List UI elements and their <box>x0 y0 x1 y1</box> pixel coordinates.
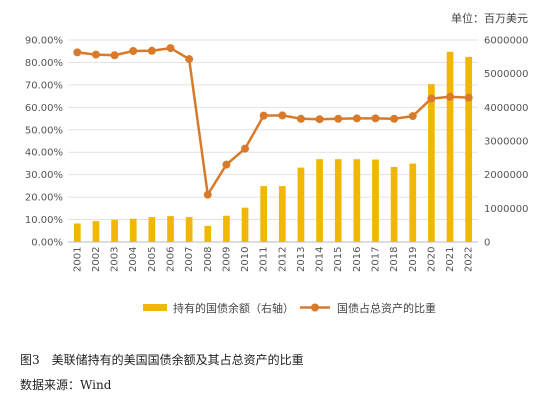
line-point <box>259 111 268 120</box>
bar <box>297 167 305 242</box>
bar <box>148 217 156 242</box>
right-tick-label: 3000000 <box>484 137 529 148</box>
x-tick-label: 2018 <box>389 247 400 272</box>
line-point <box>446 92 455 101</box>
x-axis: 2001 2002 2003 2004 2005 2006 2007 2008 2009 2010… <box>68 241 478 272</box>
left-tick-label: 0.00% <box>31 238 63 249</box>
line-point <box>185 55 194 64</box>
gridlines <box>68 39 478 243</box>
x-tick-label: 2013 <box>296 247 307 272</box>
left-tick-label: 30.00% <box>25 170 63 181</box>
figure-caption: 图3 美联储持有的美国国债余额及其占总资产的比重 <box>20 353 304 367</box>
line-point <box>203 190 212 199</box>
legend-line-label: 国债占总资产的比重 <box>337 301 436 315</box>
x-tick-label: 2001 <box>72 247 83 272</box>
bar <box>334 159 342 242</box>
line-point <box>408 112 417 121</box>
bar <box>92 221 100 242</box>
bar <box>260 186 268 242</box>
bar <box>278 186 286 242</box>
line-point <box>110 51 119 60</box>
x-tick-label: 2006 <box>166 247 177 272</box>
line-point <box>278 111 287 120</box>
line-series <box>73 44 473 199</box>
bar <box>372 159 379 242</box>
right-tick-label: 2000000 <box>484 170 529 181</box>
bar <box>409 163 417 242</box>
bar <box>316 159 323 242</box>
bar <box>129 218 137 242</box>
bar <box>241 207 249 242</box>
left-tick-label: 70.00% <box>25 80 63 91</box>
right-y-axis: 0 1000000 2000000 3000000 4000000 5000000 6000… <box>484 36 529 249</box>
legend: 持有的国债余额（右轴） 国债占总资产的比重 <box>143 301 436 315</box>
line-point <box>91 50 100 59</box>
data-source: 数据来源：Wind <box>20 378 112 392</box>
line-point <box>147 46 156 55</box>
left-tick-label: 90.00% <box>25 36 63 47</box>
bar <box>353 159 361 242</box>
legend-line-marker <box>311 303 319 312</box>
x-tick-label: 2021 <box>445 247 456 272</box>
right-tick-label: 4000000 <box>484 103 529 114</box>
legend-bar-label: 持有的国债余额（右轴） <box>173 301 294 315</box>
line-point <box>129 46 138 55</box>
right-tick-label: 1000000 <box>484 204 529 215</box>
bar <box>73 223 81 242</box>
line-point <box>241 144 250 153</box>
bar <box>223 215 230 242</box>
x-tick-label: 2010 <box>240 247 251 272</box>
line-point <box>296 114 305 123</box>
x-tick-label: 2019 <box>408 247 419 272</box>
line-point <box>390 114 399 123</box>
x-tick-label: 2007 <box>184 247 195 272</box>
right-tick-label: 0 <box>484 238 490 249</box>
bar <box>204 225 212 242</box>
x-tick-label: 2017 <box>371 247 382 272</box>
left-tick-label: 20.00% <box>25 193 63 204</box>
line-point <box>73 48 82 57</box>
bar <box>167 216 174 242</box>
left-y-axis: 0.00% 10.00% 20.00% 30.00% 40.00% 50.00% 60.00… <box>25 36 63 249</box>
x-tick-label: 2020 <box>426 247 437 272</box>
chart: 0.00% 10.00% 20.00% 30.00% 40.00% 50.00% 60.00… <box>25 36 529 316</box>
x-tick-label: 2022 <box>464 247 475 272</box>
left-tick-label: 60.00% <box>25 103 63 114</box>
line-point <box>427 94 436 103</box>
line-point <box>464 93 473 102</box>
right-tick-label: 5000000 <box>484 69 529 80</box>
line-point <box>222 160 231 169</box>
x-tick-label: 2016 <box>352 247 363 272</box>
bar <box>446 51 454 243</box>
x-tick-label: 2012 <box>277 247 288 272</box>
x-tick-label: 2014 <box>315 247 326 272</box>
left-tick-label: 80.00% <box>25 58 63 69</box>
x-tick-label: 2003 <box>110 247 121 272</box>
unit-label: 单位：百万美元 <box>451 12 528 25</box>
line-point <box>352 114 361 123</box>
x-tick-label: 2009 <box>221 247 232 272</box>
line-point <box>315 115 324 124</box>
x-tick-label: 2008 <box>203 247 214 272</box>
bar <box>428 84 435 242</box>
x-tick-label: 2002 <box>91 247 102 272</box>
right-tick-label: 6000000 <box>484 36 529 47</box>
line-point <box>371 114 380 123</box>
bar <box>185 217 193 242</box>
bar <box>111 219 118 242</box>
x-tick-label: 2004 <box>128 247 139 272</box>
bar-series <box>73 51 473 243</box>
bar <box>390 166 398 242</box>
left-tick-label: 10.00% <box>25 215 63 226</box>
x-tick-label: 2011 <box>259 247 270 272</box>
x-tick-label: 2015 <box>333 247 344 272</box>
left-tick-label: 40.00% <box>25 148 63 159</box>
line-point <box>166 44 175 53</box>
legend-bar-swatch <box>143 304 167 311</box>
line-point <box>334 114 343 123</box>
ratio-line <box>77 46 469 196</box>
bar <box>465 56 473 243</box>
x-tick-label: 2005 <box>147 247 158 272</box>
left-tick-label: 50.00% <box>25 125 63 136</box>
